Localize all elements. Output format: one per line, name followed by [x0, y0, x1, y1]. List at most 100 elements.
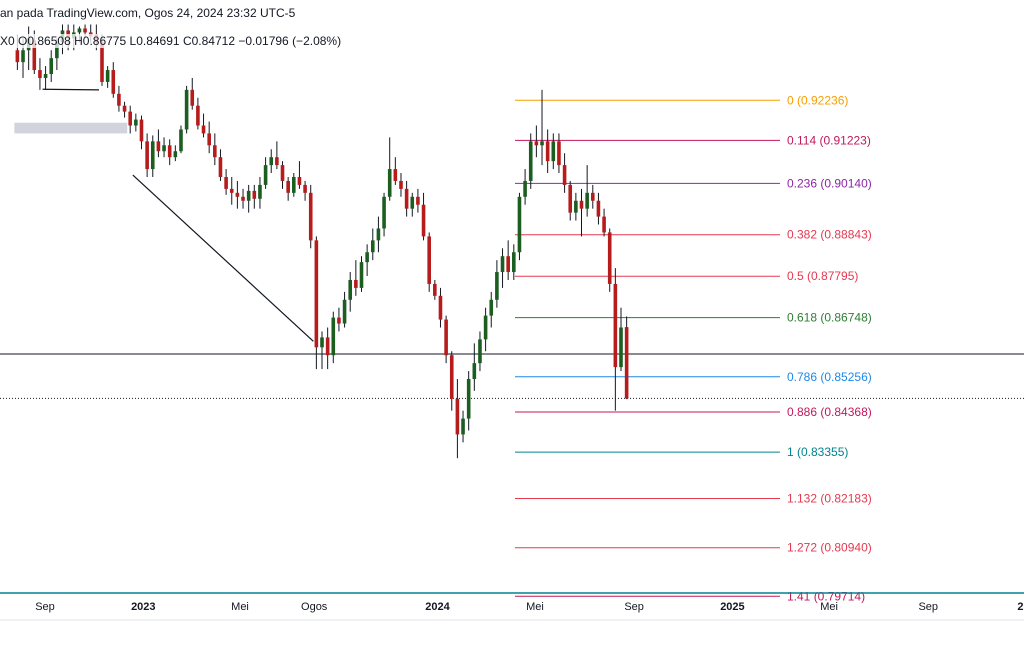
candle-body-60	[354, 279, 358, 288]
candle-body-94	[545, 141, 550, 162]
candle-body-64	[376, 228, 381, 241]
candle-body-96	[557, 141, 561, 166]
candle-body-73	[427, 236, 431, 284]
candle-body-4	[38, 70, 42, 78]
candle-body-48	[286, 180, 290, 193]
candle-body-18	[117, 93, 121, 106]
fib-level-label-4: 0.5 (0.87795)	[787, 269, 858, 283]
candle-body-85	[495, 272, 499, 300]
candle-body-97	[562, 165, 567, 185]
candle-body-83	[483, 315, 488, 340]
symbol-fragment: X0	[0, 34, 15, 48]
candle-body-86	[500, 256, 505, 273]
candle-body-19	[122, 105, 127, 112]
candle-body-82	[478, 339, 482, 364]
candle-body-50	[297, 176, 302, 185]
fib-level-label-3: 0.382 (0.88843)	[787, 228, 872, 242]
candle-body-67	[393, 169, 398, 181]
time-axis[interactable]: Sep 2023 Mei Ogos 2024 Mei Sep 2025 Mei Sep 202	[0, 592, 1024, 621]
fib-level-label-9: 1.132 (0.82183)	[787, 491, 872, 505]
trend-lines-layer[interactable]	[42, 88, 314, 342]
candle-body-88	[512, 252, 516, 273]
candle-body-80	[466, 378, 471, 419]
candle-body-21	[134, 119, 138, 126]
fib-level-label-0: 0 (0.92236)	[787, 93, 848, 107]
trend-line-1[interactable]	[132, 174, 314, 342]
trend-line-0[interactable]	[42, 88, 100, 91]
candle-body-1	[21, 50, 25, 63]
candle-body-106	[613, 283, 618, 368]
candle-body-24	[150, 141, 155, 170]
candle-body-66	[387, 169, 392, 197]
fib-level-label-2: 0.236 (0.90140)	[787, 176, 872, 190]
candle-body-42	[252, 190, 257, 199]
source-caption: an pada TradingView.com, Ogos 24, 2024 2…	[0, 6, 296, 20]
fib-level-label-7: 0.886 (0.84368)	[787, 405, 872, 419]
candle-body-31	[190, 89, 195, 106]
open-label: O	[18, 34, 28, 48]
time-axis-label-1: 2023	[131, 601, 155, 613]
candle-body-20	[128, 111, 133, 126]
time-axis-label-4: 2024	[425, 601, 450, 613]
candle-body-40	[241, 196, 245, 201]
candle-body-87	[506, 256, 510, 273]
candle-body-90	[523, 180, 527, 197]
low-label: L	[129, 34, 137, 48]
candle-body-29	[179, 129, 183, 152]
candle-body-6	[49, 58, 54, 75]
time-axis-label-10: 202	[1017, 601, 1024, 613]
candle-body-76	[444, 319, 448, 356]
candle-body-0	[15, 50, 20, 63]
zones-layer	[14, 122, 128, 134]
candle-body-95	[551, 141, 556, 162]
candle-body-62	[365, 252, 369, 263]
time-axis-label-0: Sep	[35, 601, 55, 613]
candle-body-89	[517, 196, 522, 253]
candle-body-3	[32, 40, 37, 71]
candle-body-101	[585, 192, 589, 209]
candle-body-22	[139, 119, 144, 142]
candle-body-102	[590, 192, 595, 201]
candle-body-36	[218, 157, 223, 177]
candle-body-93	[540, 141, 544, 146]
time-axis-label-6: Sep	[624, 601, 644, 613]
candle-body-79	[461, 418, 465, 435]
candle-body-55	[325, 337, 330, 356]
candle-body-103	[596, 200, 601, 217]
candle-body-39	[235, 192, 240, 197]
close-label: C	[182, 34, 192, 48]
candle-body-28	[173, 151, 178, 158]
candles-layer	[15, 24, 629, 459]
candle-body-81	[472, 363, 477, 379]
candle-body-30	[184, 89, 189, 130]
time-axis-label-8: Mei	[820, 601, 838, 613]
candle-body-49	[291, 176, 296, 193]
candle-body-77	[449, 355, 454, 399]
candle-body-65	[382, 196, 386, 229]
candle-body-108	[624, 327, 629, 399]
candle-body-68	[399, 180, 403, 189]
candle-body-53	[314, 240, 319, 348]
candle-body-37	[224, 176, 228, 189]
close-value: 0.84712	[191, 34, 235, 48]
candle-body-16	[105, 70, 110, 82]
candle-body-7	[55, 42, 59, 59]
fibonacci-layer[interactable]: 0 (0.92236) 0.114 (0.91223) 0.236 (0.90140…	[515, 93, 872, 603]
candle-body-45	[269, 157, 274, 166]
candle-body-71	[416, 196, 420, 205]
candle-body-52	[308, 192, 313, 241]
high-label: H	[74, 34, 83, 48]
candle-body-23	[145, 141, 149, 170]
time-axis-label-7: 2025	[720, 601, 744, 613]
candle-body-47	[280, 165, 285, 181]
resistance-zone	[14, 122, 128, 134]
fib-level-label-5: 0.618 (0.86748)	[787, 311, 872, 325]
candle-body-100	[579, 200, 584, 209]
candle-body-61	[359, 262, 364, 288]
candle-body-38	[229, 188, 234, 193]
candle-body-15	[100, 42, 104, 82]
candle-body-25	[156, 141, 161, 152]
candle-body-99	[574, 200, 578, 213]
